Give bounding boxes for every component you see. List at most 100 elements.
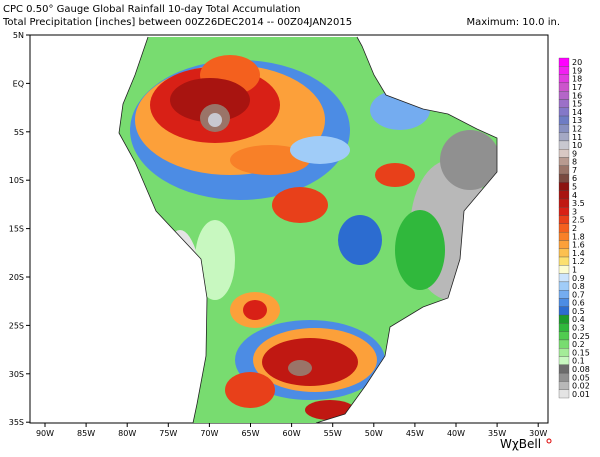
colorbar-swatch bbox=[558, 66, 570, 75]
colorbar-swatch bbox=[558, 223, 570, 233]
lat-label: 25S bbox=[9, 321, 24, 330]
colorbar-label: 18 bbox=[572, 75, 582, 84]
colorbar-label: 1.2 bbox=[572, 257, 585, 266]
colorbar-swatch bbox=[558, 190, 570, 200]
lon-label: 60W bbox=[283, 429, 301, 438]
colorbar-swatch bbox=[558, 82, 570, 92]
colorbar-swatch bbox=[558, 165, 570, 175]
colorbar-swatch bbox=[558, 381, 570, 390]
colorbar-label: 15 bbox=[572, 100, 582, 109]
lat-label: 30S bbox=[9, 370, 24, 379]
colorbar-swatch bbox=[558, 372, 570, 382]
colorbar-swatch bbox=[558, 157, 570, 166]
colorbar-label: 10 bbox=[572, 141, 582, 150]
lon-label: 50W bbox=[365, 429, 383, 438]
colorbar-swatch bbox=[558, 331, 570, 341]
colorbar-label: 2 bbox=[572, 224, 577, 233]
colorbar-label: 20 bbox=[572, 58, 582, 67]
colorbar-swatch bbox=[558, 173, 570, 183]
colorbar-swatch bbox=[558, 198, 570, 208]
logo-dot bbox=[546, 438, 552, 444]
colorbar-swatch bbox=[558, 149, 570, 158]
lon-label: 65W bbox=[241, 429, 259, 438]
colorbar-label: 0.05 bbox=[572, 373, 590, 382]
colorbar-swatch bbox=[558, 306, 570, 316]
colorbar-label: 0.1 bbox=[572, 357, 585, 366]
title-line-2: Total Precipitation [inches] between 00Z… bbox=[2, 17, 352, 28]
lon-label: 80W bbox=[118, 429, 136, 438]
colorbar-label: 0.02 bbox=[572, 382, 590, 391]
colorbar-swatch bbox=[558, 323, 570, 332]
colorbar-label: 4 bbox=[572, 191, 577, 200]
colorbar-label: 0.01 bbox=[572, 390, 590, 399]
coastline bbox=[118, 36, 498, 424]
colorbar-swatch bbox=[558, 298, 570, 307]
lon-label: 75W bbox=[159, 429, 177, 438]
lon-label: 85W bbox=[77, 429, 95, 438]
colorbar-swatch bbox=[558, 124, 570, 133]
lon-label: 35W bbox=[488, 429, 506, 438]
colorbar-swatch bbox=[558, 115, 570, 125]
map bbox=[29, 34, 549, 424]
colorbar-swatch bbox=[558, 265, 570, 274]
lat-label: EQ bbox=[13, 79, 24, 88]
colorbar-swatch bbox=[558, 314, 570, 324]
colorbar-swatch bbox=[558, 273, 570, 283]
maximum: Maximum: 10.0 in. bbox=[466, 17, 560, 28]
colorbar-swatch bbox=[558, 91, 570, 100]
colorbar-swatch bbox=[558, 215, 570, 225]
lon-label: 90W bbox=[36, 429, 54, 438]
colorbar-label: 3.5 bbox=[572, 199, 585, 208]
colorbar-swatch bbox=[558, 99, 570, 108]
colorbar-label: 0.5 bbox=[572, 307, 585, 316]
colorbar-swatch bbox=[558, 207, 570, 216]
colorbar-label: 0.4 bbox=[572, 315, 585, 324]
colorbar-label: 6 bbox=[572, 174, 577, 183]
lon-label: 40W bbox=[447, 429, 465, 438]
colorbar-swatch bbox=[558, 182, 570, 191]
colorbar-label: 2.5 bbox=[572, 216, 585, 225]
colorbar-label: 0.8 bbox=[572, 282, 585, 291]
colorbar-swatch bbox=[558, 348, 570, 357]
colorbar-label: 13 bbox=[572, 116, 582, 125]
lat-label: 5S bbox=[14, 128, 24, 137]
colorbar-swatch bbox=[558, 240, 570, 249]
colorbar-swatch bbox=[558, 107, 570, 117]
title-line-1: CPC 0.50° Gauge Global Rainfall 10-day T… bbox=[3, 4, 301, 15]
colorbar-label: 16 bbox=[572, 91, 582, 100]
lat-label: 35S bbox=[9, 418, 24, 427]
colorbar-swatch bbox=[558, 339, 570, 349]
colorbar-label: 7 bbox=[572, 166, 577, 175]
colorbar-swatch bbox=[558, 389, 570, 399]
colorbar-swatch bbox=[558, 57, 570, 67]
colorbar-label: 17 bbox=[572, 83, 582, 92]
lat-label: 20S bbox=[9, 273, 24, 282]
colorbar-label: 19 bbox=[572, 66, 582, 75]
colorbar-swatch bbox=[558, 290, 570, 299]
colorbar-swatch bbox=[558, 364, 570, 374]
colorbar-swatch bbox=[558, 140, 570, 150]
lat-label: 10S bbox=[9, 176, 24, 185]
colorbar: 20191817161514131211109876543.532.521.81… bbox=[558, 57, 590, 399]
lon-label: 45W bbox=[406, 429, 424, 438]
colorbar-swatch bbox=[558, 74, 570, 84]
colorbar-label: 1.6 bbox=[572, 241, 585, 250]
colorbar-label: 14 bbox=[572, 108, 582, 117]
lat-label: 15S bbox=[9, 225, 24, 234]
colorbar-label: 11 bbox=[572, 133, 582, 142]
colorbar-swatch bbox=[558, 132, 570, 142]
colorbar-label: 0.9 bbox=[572, 274, 585, 283]
colorbar-label: 0.3 bbox=[572, 324, 585, 333]
lon-label: 30W bbox=[529, 429, 547, 438]
colorbar-label: 0.25 bbox=[572, 332, 590, 341]
colorbar-label: 0.7 bbox=[572, 290, 585, 299]
colorbar-swatch bbox=[558, 256, 570, 266]
colorbar-label: 0.6 bbox=[572, 299, 585, 308]
lon-label: 55W bbox=[324, 429, 342, 438]
colorbar-label: 12 bbox=[572, 124, 582, 133]
colorbar-label: 1.8 bbox=[572, 232, 585, 241]
colorbar-label: 0.08 bbox=[572, 365, 590, 374]
colorbar-label: 5 bbox=[572, 183, 577, 192]
colorbar-swatch bbox=[558, 281, 570, 291]
